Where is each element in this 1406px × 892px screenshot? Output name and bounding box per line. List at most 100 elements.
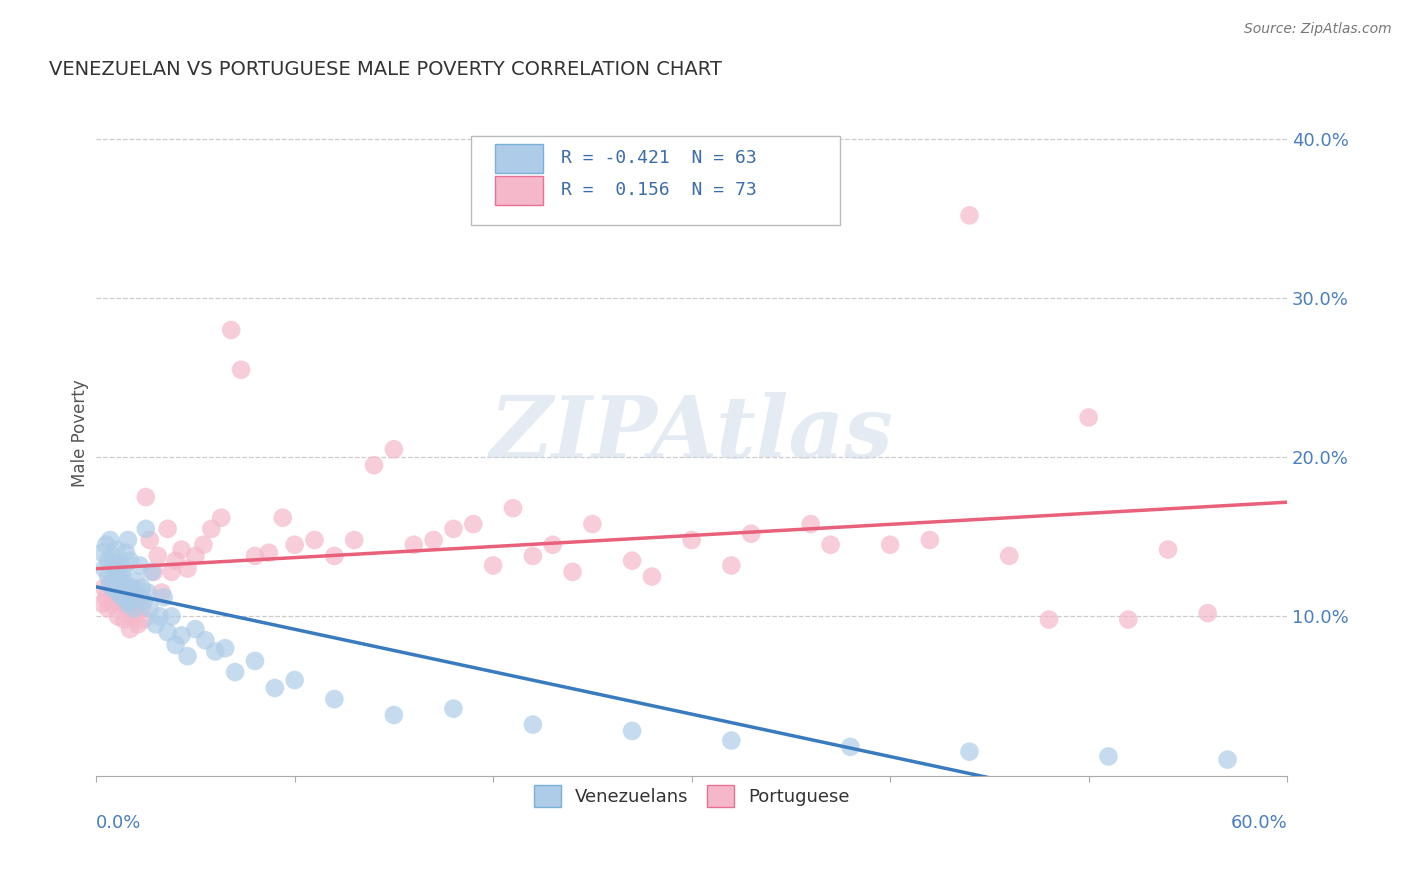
Point [101, 581, 124, 595]
Point [139, 533, 162, 547]
Point [1116, 613, 1139, 627]
Point [105, 593, 128, 607]
Point [165, 638, 187, 652]
Point [229, 363, 252, 377]
Point [115, 546, 138, 560]
Point [304, 533, 326, 547]
Point [149, 609, 172, 624]
Point [101, 597, 124, 611]
Point [1077, 410, 1099, 425]
Point [263, 681, 285, 695]
Point [463, 517, 485, 532]
Point [103, 558, 125, 573]
FancyBboxPatch shape [471, 136, 841, 225]
Point [879, 538, 901, 552]
Point [382, 708, 405, 723]
Point [402, 538, 425, 552]
Point [139, 601, 162, 615]
Point [160, 565, 183, 579]
Point [101, 549, 124, 563]
Point [145, 617, 167, 632]
Point [204, 644, 226, 658]
Point [127, 617, 149, 632]
Point [343, 533, 366, 547]
Point [91, 546, 114, 560]
Point [98, 577, 121, 591]
Point [127, 589, 149, 603]
Point [502, 501, 524, 516]
Point [111, 566, 134, 581]
Point [93, 561, 115, 575]
Point [1157, 542, 1180, 557]
Point [108, 579, 131, 593]
Point [243, 549, 266, 563]
Text: VENEZUELAN VS PORTUGUESE MALE POVERTY CORRELATION CHART: VENEZUELAN VS PORTUGUESE MALE POVERTY CO… [49, 60, 721, 78]
Point [422, 533, 444, 547]
Point [284, 673, 307, 687]
Point [820, 538, 842, 552]
Point [382, 442, 405, 457]
Legend: Venezuelans, Portuguese: Venezuelans, Portuguese [526, 778, 856, 814]
Point [118, 622, 141, 636]
Point [132, 593, 155, 607]
Point [103, 585, 125, 599]
Point [128, 591, 150, 605]
Point [209, 510, 232, 524]
Point [170, 628, 193, 642]
Point [98, 533, 121, 547]
Point [128, 558, 150, 573]
Point [918, 533, 941, 547]
Point [959, 745, 981, 759]
Point [959, 208, 981, 222]
Point [91, 597, 114, 611]
Point [112, 613, 135, 627]
Point [165, 554, 187, 568]
Point [160, 609, 183, 624]
Point [176, 649, 198, 664]
Point [193, 538, 215, 552]
Point [482, 558, 505, 573]
Point [522, 549, 544, 563]
Y-axis label: Male Poverty: Male Poverty [72, 380, 89, 487]
Point [1216, 753, 1239, 767]
Point [146, 549, 169, 563]
Point [214, 641, 236, 656]
Point [115, 591, 138, 605]
Text: Source: ZipAtlas.com: Source: ZipAtlas.com [1244, 22, 1392, 37]
Point [271, 510, 294, 524]
Point [152, 591, 174, 605]
Point [112, 561, 135, 575]
Point [323, 549, 346, 563]
Point [97, 554, 120, 568]
Point [443, 701, 465, 715]
Point [105, 542, 128, 557]
Point [97, 601, 120, 615]
Point [561, 565, 583, 579]
Point [117, 533, 139, 547]
Point [156, 522, 179, 536]
Point [94, 591, 117, 605]
Bar [495, 176, 543, 205]
Point [108, 557, 131, 571]
Point [142, 565, 165, 579]
Point [94, 538, 117, 552]
Point [363, 458, 385, 473]
Point [681, 533, 703, 547]
Point [141, 565, 163, 579]
Point [720, 558, 742, 573]
Text: R =  0.156  N = 73: R = 0.156 N = 73 [561, 181, 756, 200]
Point [740, 526, 762, 541]
Point [224, 665, 246, 679]
Point [117, 597, 139, 611]
Point [97, 569, 120, 583]
Point [150, 585, 173, 599]
Point [118, 554, 141, 568]
Text: 0.0%: 0.0% [96, 814, 142, 832]
Point [621, 723, 644, 738]
Point [117, 601, 139, 615]
Point [641, 569, 664, 583]
Point [125, 574, 148, 589]
Point [112, 585, 135, 599]
Bar [495, 144, 543, 173]
Point [998, 549, 1021, 563]
